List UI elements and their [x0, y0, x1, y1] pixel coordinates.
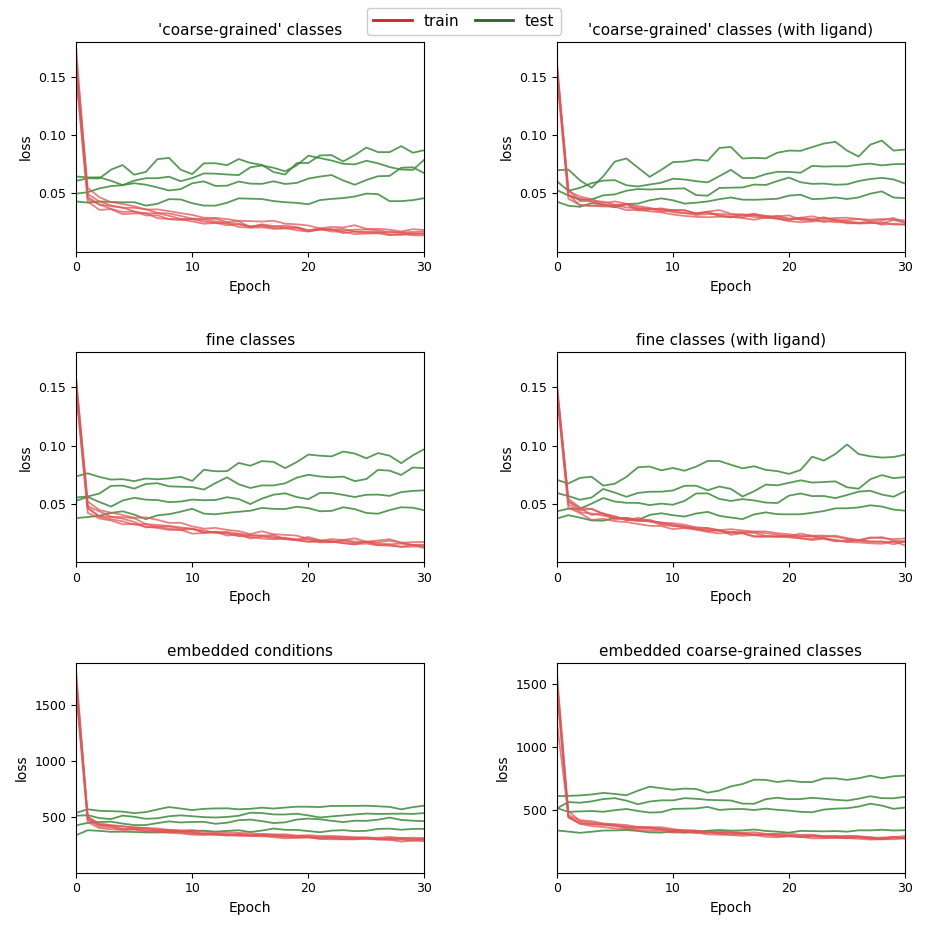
Title: fine classes: fine classes: [206, 334, 295, 349]
Legend: train, test: train, test: [367, 7, 560, 34]
Title: fine classes (with ligand): fine classes (with ligand): [635, 334, 825, 349]
X-axis label: Epoch: Epoch: [229, 591, 272, 604]
X-axis label: Epoch: Epoch: [709, 280, 752, 294]
Title: 'coarse-grained' classes (with ligand): 'coarse-grained' classes (with ligand): [588, 23, 872, 38]
Y-axis label: loss: loss: [499, 133, 513, 160]
Y-axis label: loss: loss: [19, 133, 32, 160]
Title: embedded conditions: embedded conditions: [167, 644, 333, 659]
Y-axis label: loss: loss: [15, 754, 29, 781]
X-axis label: Epoch: Epoch: [709, 591, 752, 604]
Y-axis label: loss: loss: [19, 444, 32, 471]
Y-axis label: loss: loss: [495, 754, 509, 781]
X-axis label: Epoch: Epoch: [709, 901, 752, 915]
Title: 'coarse-grained' classes: 'coarse-grained' classes: [158, 23, 342, 38]
Y-axis label: loss: loss: [499, 444, 513, 471]
X-axis label: Epoch: Epoch: [229, 280, 272, 294]
Title: embedded coarse-grained classes: embedded coarse-grained classes: [599, 644, 861, 659]
X-axis label: Epoch: Epoch: [229, 901, 272, 915]
